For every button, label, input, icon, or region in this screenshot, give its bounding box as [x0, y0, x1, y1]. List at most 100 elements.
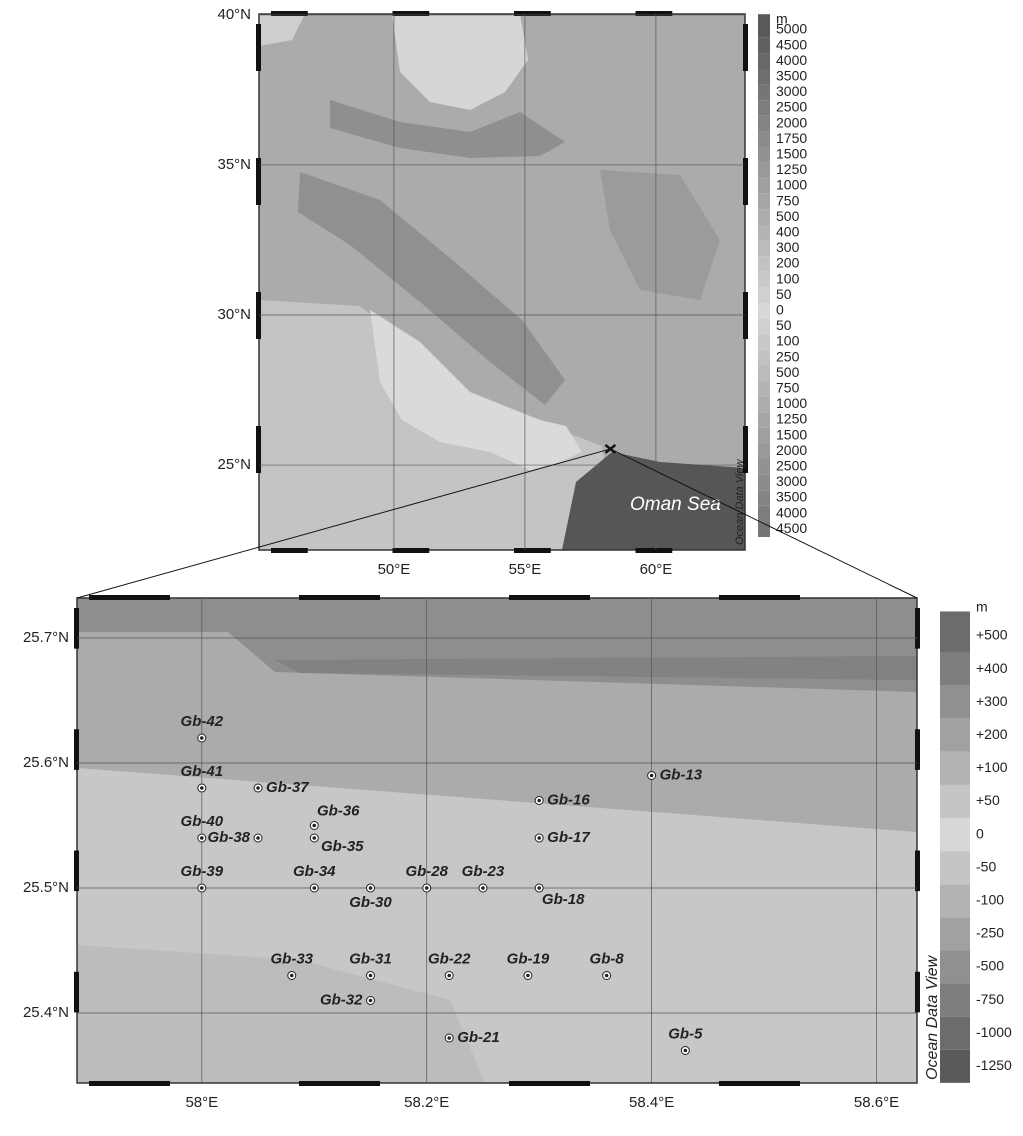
- station-dot: [200, 836, 204, 840]
- frame-bar: [509, 1081, 590, 1086]
- station-dot: [312, 836, 316, 840]
- colorbar-swatch: [758, 475, 770, 491]
- colorbar-swatch: [940, 884, 970, 917]
- station-dot: [369, 999, 373, 1003]
- station-label: Gb-5: [668, 1025, 703, 1042]
- colorbar-swatch: [758, 147, 770, 163]
- station-label: Gb-34: [293, 863, 336, 880]
- colorbar-label: 0: [976, 825, 984, 841]
- station-dot: [526, 974, 530, 978]
- colorbar-label: 1750: [776, 130, 807, 146]
- colorbar-label: +200: [976, 726, 1008, 742]
- colorbar-swatch: [758, 365, 770, 381]
- station-dot: [312, 824, 316, 828]
- station-label: Gb-41: [181, 763, 224, 780]
- colorbar-label: -1250: [976, 1057, 1012, 1073]
- frame-bar: [299, 1081, 380, 1086]
- x-tick-label: 60°E: [640, 561, 673, 578]
- colorbar-swatch: [940, 917, 970, 950]
- frame-bar: [74, 729, 79, 770]
- station-label: Gb-42: [181, 713, 224, 730]
- colorbar-label: +400: [976, 660, 1008, 676]
- colorbar-label: 2500: [776, 99, 807, 115]
- colorbar-label: 4000: [776, 52, 807, 68]
- colorbar-swatch: [940, 785, 970, 818]
- colorbar-swatch: [940, 686, 970, 719]
- station-label: Gb-40: [181, 813, 224, 830]
- colorbar-swatch: [940, 818, 970, 851]
- frame-bar: [743, 426, 748, 473]
- y-tick-label: 25.6°N: [23, 754, 69, 771]
- colorbar-label: +50: [976, 792, 1000, 808]
- station-label: Gb-32: [320, 991, 363, 1008]
- colorbar-label: 500: [776, 364, 800, 380]
- colorbar-label: -100: [976, 892, 1004, 908]
- colorbar-label: 0: [776, 302, 784, 318]
- frame-bar: [743, 292, 748, 339]
- frame-bar: [915, 972, 920, 1013]
- station-label: Gb-37: [266, 779, 309, 796]
- colorbar-label: +500: [976, 627, 1008, 643]
- colorbar-label: 3500: [776, 68, 807, 84]
- colorbar-label: 4500: [776, 520, 807, 536]
- y-tick-label: 25.5°N: [23, 879, 69, 896]
- colorbar-swatch: [758, 412, 770, 428]
- station-label: Gb-39: [181, 863, 224, 880]
- colorbar-label: 2500: [776, 458, 807, 474]
- colorbar-label: 3000: [776, 83, 807, 99]
- station-label: Gb-30: [349, 894, 392, 911]
- colorbar-swatch: [758, 490, 770, 506]
- credit: Ocean Data View: [924, 954, 941, 1080]
- colorbar-label: 400: [776, 224, 800, 240]
- colorbar-label: 4000: [776, 504, 807, 520]
- y-tick-label: 35°N: [217, 156, 251, 173]
- station-label: Gb-31: [349, 950, 392, 967]
- colorbar-unit: m: [976, 599, 988, 615]
- x-tick-label: 58.6°E: [854, 1094, 899, 1111]
- y-tick-label: 25.4°N: [23, 1004, 69, 1021]
- terrain-top: [259, 14, 745, 550]
- x-tick-label: 50°E: [378, 561, 411, 578]
- colorbar-swatch: [758, 319, 770, 335]
- colorbar-swatch: [758, 38, 770, 54]
- colorbar-label: 5000: [776, 21, 807, 37]
- colorbar-swatch: [758, 100, 770, 116]
- colorbar-swatch: [758, 272, 770, 288]
- x-tick-label: 58.4°E: [629, 1094, 674, 1111]
- frame-bar: [256, 426, 261, 473]
- frame-bar: [299, 595, 380, 600]
- colorbar-label: 3500: [776, 489, 807, 505]
- colorbar-label: 50: [776, 317, 792, 333]
- station-label: Gb-16: [547, 791, 590, 808]
- frame-bar: [256, 24, 261, 71]
- station-dot: [447, 1036, 451, 1040]
- colorbar-label: 1500: [776, 426, 807, 442]
- colorbar-swatch: [940, 984, 970, 1017]
- frame-bar: [89, 1081, 170, 1086]
- figure: Oman Sea Ocean Data View Ocean Data View…: [0, 0, 1023, 1136]
- colorbar-swatch: [758, 397, 770, 413]
- colorbar-swatch: [758, 116, 770, 132]
- colorbar-swatch: [758, 85, 770, 101]
- station-dot: [312, 886, 316, 890]
- station-label: Gb-22: [428, 950, 471, 967]
- station-label: Gb-36: [317, 802, 360, 819]
- station-dot: [369, 974, 373, 978]
- colorbar-swatch: [940, 851, 970, 884]
- frame-bar: [509, 595, 590, 600]
- station-label: Gb-35: [321, 838, 364, 855]
- x-tick-label: 58.2°E: [404, 1094, 449, 1111]
- colorbar-label: 200: [776, 255, 800, 271]
- station-label: Gb-13: [660, 766, 703, 783]
- colorbar-swatch: [758, 178, 770, 194]
- colorbar-swatch: [940, 719, 970, 752]
- station-dot: [605, 974, 609, 978]
- station-label: Gb-33: [271, 950, 314, 967]
- colorbar-swatch: [758, 334, 770, 350]
- station-label: Gb-21: [457, 1029, 500, 1046]
- colorbar-swatch: [758, 53, 770, 69]
- colorbar-swatch: [758, 428, 770, 444]
- colorbar-label: 100: [776, 270, 800, 286]
- frame-bar: [256, 292, 261, 339]
- x-tick-label: 55°E: [509, 561, 542, 578]
